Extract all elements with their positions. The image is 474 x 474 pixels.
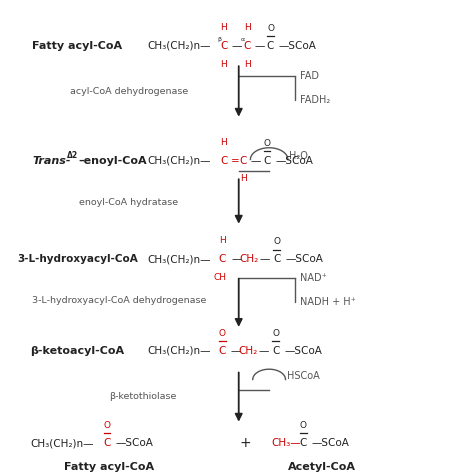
Text: CH₃(CH₂)n—: CH₃(CH₂)n— — [147, 41, 211, 51]
Text: C: C — [273, 255, 280, 264]
Text: acyl-CoA dehydrogenase: acyl-CoA dehydrogenase — [70, 87, 188, 96]
Text: HSCoA: HSCoA — [287, 371, 319, 381]
Text: H: H — [219, 237, 226, 246]
Text: CH₃(CH₂)n—: CH₃(CH₂)n— — [147, 346, 211, 356]
Text: H₂O: H₂O — [289, 151, 308, 161]
Text: —: — — [259, 346, 269, 356]
Text: Δ2: Δ2 — [66, 151, 78, 160]
Text: H: H — [240, 174, 247, 183]
Text: Trans-: Trans- — [33, 156, 72, 166]
Text: C: C — [240, 156, 247, 166]
Text: CH₃—: CH₃— — [272, 438, 301, 448]
Text: O: O — [219, 329, 226, 338]
Text: C: C — [300, 438, 307, 448]
Text: Fatty acyl-CoA: Fatty acyl-CoA — [64, 462, 154, 472]
Text: —SCoA: —SCoA — [285, 255, 323, 264]
Text: =: = — [231, 156, 240, 166]
Text: —: — — [231, 346, 241, 356]
Text: CH₂: CH₂ — [238, 346, 257, 356]
Text: CH₃(CH₂)n—: CH₃(CH₂)n— — [147, 156, 211, 166]
Text: H: H — [220, 60, 227, 69]
Text: C: C — [219, 346, 226, 356]
Text: enoyl-CoA hydratase: enoyl-CoA hydratase — [79, 198, 178, 207]
Text: —SCoA: —SCoA — [312, 438, 349, 448]
Text: H: H — [244, 23, 251, 32]
Text: H: H — [220, 138, 227, 147]
Text: H: H — [244, 60, 251, 69]
Text: CH₃(CH₂)n—: CH₃(CH₂)n— — [30, 438, 94, 448]
Text: O: O — [263, 139, 270, 148]
Text: O: O — [273, 237, 280, 246]
Text: —: — — [251, 156, 261, 166]
Text: O: O — [272, 329, 279, 338]
Text: —SCoA: —SCoA — [115, 438, 153, 448]
Text: FAD: FAD — [300, 72, 319, 82]
Text: —: — — [255, 41, 265, 51]
Text: —: — — [260, 255, 270, 264]
Text: +: + — [240, 437, 252, 450]
Text: —: — — [232, 255, 242, 264]
Text: —: — — [231, 41, 242, 51]
Text: 3-L-hydroxyacyl-CoA: 3-L-hydroxyacyl-CoA — [17, 255, 138, 264]
Text: CH₃(CH₂)n—: CH₃(CH₂)n— — [147, 255, 211, 264]
Text: FADH₂: FADH₂ — [300, 95, 330, 105]
Text: —SCoA: —SCoA — [284, 346, 322, 356]
Text: C: C — [103, 438, 110, 448]
Text: H: H — [220, 23, 227, 32]
Text: 3-L-hydroxyacyl-CoA dehydrogenase: 3-L-hydroxyacyl-CoA dehydrogenase — [32, 296, 207, 305]
Text: —SCoA: —SCoA — [279, 41, 317, 51]
Text: NAD⁺: NAD⁺ — [300, 273, 327, 283]
Text: O: O — [103, 421, 110, 430]
Text: C: C — [244, 41, 251, 51]
Text: CH₂: CH₂ — [239, 255, 258, 264]
Text: α: α — [241, 37, 245, 42]
Text: C: C — [220, 41, 228, 51]
Text: O: O — [267, 24, 274, 33]
Text: NADH + H⁺: NADH + H⁺ — [300, 297, 356, 307]
Text: –enoyl-CoA: –enoyl-CoA — [79, 156, 147, 166]
Text: C: C — [263, 156, 271, 166]
Text: β: β — [218, 37, 221, 42]
Text: β-ketoacyl-CoA: β-ketoacyl-CoA — [30, 346, 124, 356]
Text: C: C — [272, 346, 279, 356]
Text: Fatty acyl-CoA: Fatty acyl-CoA — [32, 41, 122, 51]
Text: Acetyl-CoA: Acetyl-CoA — [288, 462, 356, 472]
Text: β-ketothiolase: β-ketothiolase — [109, 392, 176, 401]
Text: C: C — [219, 255, 226, 264]
Text: C: C — [220, 156, 228, 166]
Text: —SCoA: —SCoA — [275, 156, 313, 166]
Text: CH: CH — [213, 273, 227, 283]
Text: O: O — [300, 421, 307, 430]
Text: C: C — [267, 41, 274, 51]
